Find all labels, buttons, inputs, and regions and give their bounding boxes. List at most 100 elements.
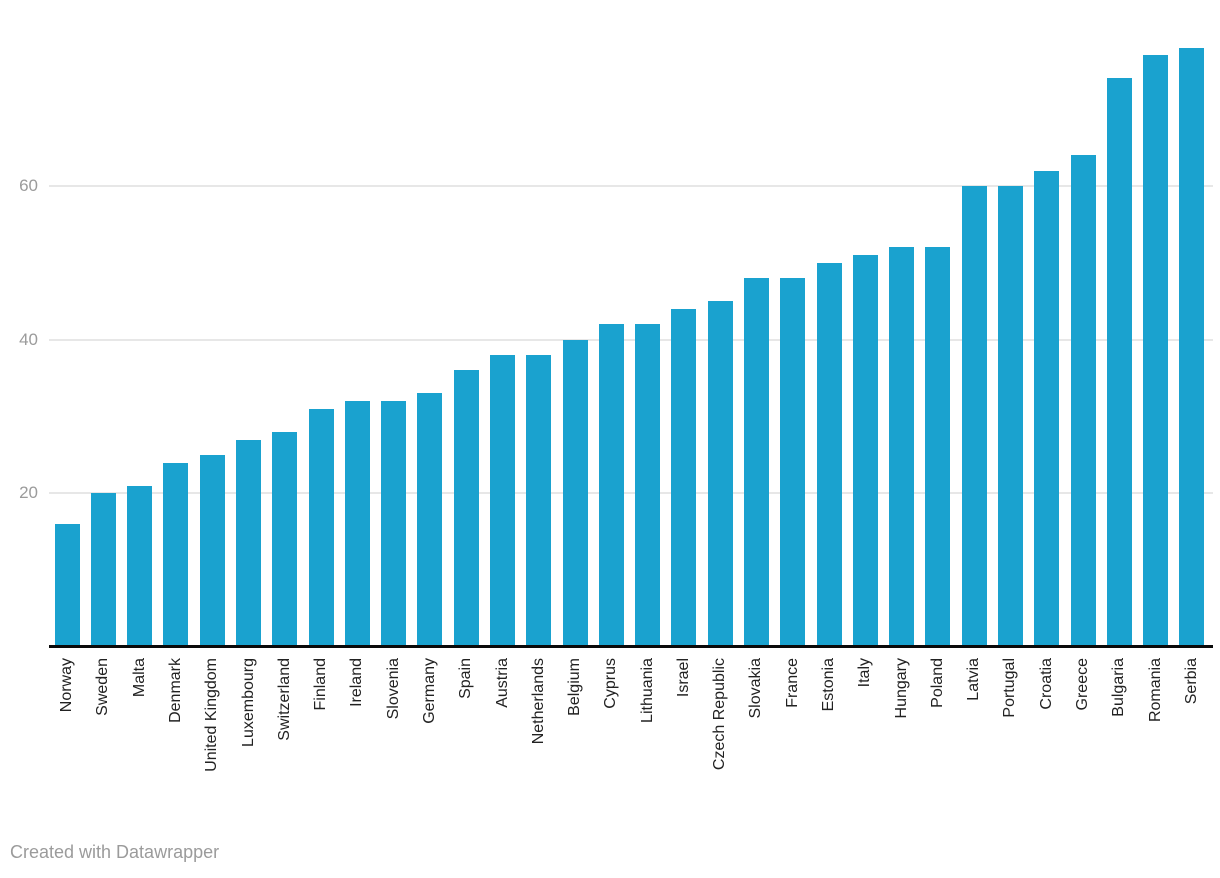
x-category-label: Switzerland [275, 658, 293, 741]
bar-ireland [344, 401, 370, 647]
x-category-label: Bulgaria [1110, 658, 1128, 717]
chart-footer: Created with Datawrapper [10, 842, 219, 868]
x-category-label: Israel [674, 658, 692, 698]
bar-slot [85, 0, 121, 647]
bar-switzerland [272, 432, 298, 647]
x-label-slot: Bulgaria [1101, 656, 1137, 831]
bar-slot [376, 0, 412, 647]
x-category-label: Denmark [166, 658, 184, 723]
bar-slot [920, 0, 956, 647]
bar-austria [490, 355, 516, 647]
bar-slot [883, 0, 919, 647]
bar-slot [1101, 0, 1137, 647]
gridline [49, 492, 1213, 494]
bars-layer [49, 0, 1210, 647]
x-label-slot: Denmark [158, 656, 194, 831]
bar-slot [1174, 0, 1210, 647]
x-label-slot: Netherlands [521, 656, 557, 831]
x-category-label: Croatia [1037, 658, 1055, 710]
x-label-slot: France [775, 656, 811, 831]
x-label-slot: Luxembourg [230, 656, 266, 831]
bar-slot [230, 0, 266, 647]
x-axis-line [49, 645, 1213, 648]
x-category-label: Sweden [94, 658, 112, 716]
x-label-slot: Latvia [956, 656, 992, 831]
x-label-slot: Sweden [85, 656, 121, 831]
bar-slot [194, 0, 230, 647]
y-tick-label: 40 [19, 330, 38, 349]
bar-spain [453, 370, 479, 647]
x-label-slot: Belgium [557, 656, 593, 831]
bar-slot [811, 0, 847, 647]
x-category-label: Hungary [892, 658, 910, 719]
bar-netherlands [526, 355, 552, 647]
x-category-label: Portugal [1001, 658, 1019, 718]
x-label-slot: Poland [920, 656, 956, 831]
bar-greece [1070, 155, 1096, 647]
bar-estonia [816, 263, 842, 647]
bar-lithuania [635, 324, 661, 647]
x-label-slot: Czech Republic [702, 656, 738, 831]
x-label-slot: Greece [1065, 656, 1101, 831]
x-label-slot: Ireland [339, 656, 375, 831]
x-label-slot: Hungary [883, 656, 919, 831]
x-category-label: Latvia [965, 658, 983, 701]
x-label-slot: Lithuania [630, 656, 666, 831]
bar-portugal [997, 186, 1023, 647]
x-category-label: Austria [493, 658, 511, 708]
bar-france [780, 278, 806, 647]
bar-slot [303, 0, 339, 647]
x-label-slot: Italy [847, 656, 883, 831]
bar-slot [775, 0, 811, 647]
x-label-slot: Romania [1137, 656, 1173, 831]
x-label-slot: Slovakia [738, 656, 774, 831]
bar-bulgaria [1106, 78, 1132, 647]
bar-belgium [562, 340, 588, 647]
datawrapper-credit-link[interactable]: Created with Datawrapper [10, 842, 220, 862]
bar-croatia [1034, 171, 1060, 647]
x-category-label: Ireland [348, 658, 366, 707]
x-label-slot: Cyprus [593, 656, 629, 831]
bar-slot [412, 0, 448, 647]
x-label-slot: Israel [666, 656, 702, 831]
x-category-label: Romania [1146, 658, 1164, 723]
x-label-slot: Germany [412, 656, 448, 831]
y-tick-label: 60 [19, 176, 38, 195]
x-category-label: Slovakia [747, 658, 765, 719]
bar-italy [852, 255, 878, 647]
plot-area: 20 40 60 [19, 0, 1213, 648]
bar-slot [557, 0, 593, 647]
bar-slot [158, 0, 194, 647]
x-category-label: Lithuania [638, 658, 656, 723]
bar-israel [671, 309, 697, 647]
x-label-slot: Estonia [811, 656, 847, 831]
x-label-slot: Switzerland [267, 656, 303, 831]
x-category-label: France [783, 658, 801, 708]
bar-romania [1143, 55, 1169, 647]
x-label-slot: United Kingdom [194, 656, 230, 831]
x-label-slot: Malta [122, 656, 158, 831]
x-category-label: Luxembourg [239, 658, 257, 747]
x-category-label: Czech Republic [711, 658, 729, 771]
bar-slot [267, 0, 303, 647]
bar-slot [738, 0, 774, 647]
bar-slot [847, 0, 883, 647]
bar-slot [593, 0, 629, 647]
x-label-slot: Spain [448, 656, 484, 831]
bar-finland [308, 409, 334, 647]
x-category-label: Malta [130, 658, 148, 698]
bar-slot [484, 0, 520, 647]
bar-slot [1065, 0, 1101, 647]
bar-luxembourg [236, 440, 262, 647]
y-tick-label: 20 [19, 483, 38, 502]
bar-slot [992, 0, 1028, 647]
x-category-label: Poland [928, 658, 946, 708]
x-label-slot: Norway [49, 656, 85, 831]
x-category-label: Greece [1074, 658, 1092, 711]
bar-denmark [163, 463, 189, 647]
gridline [49, 339, 1213, 341]
bar-slovenia [381, 401, 407, 647]
bar-slot [521, 0, 557, 647]
bar-malta [127, 486, 153, 647]
bar-cyprus [598, 324, 624, 647]
